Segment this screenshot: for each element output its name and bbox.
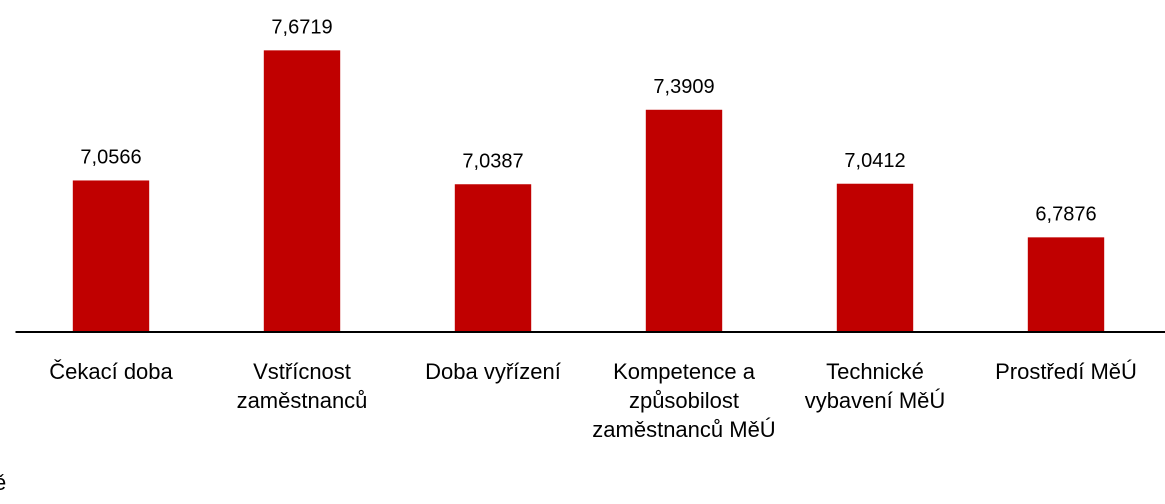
- value-label: 7,0412: [844, 150, 905, 172]
- x-tick-label: Prostředí MěÚ: [995, 359, 1137, 384]
- bar: [645, 109, 723, 333]
- bar: [1027, 237, 1105, 332]
- value-label: 7,3909: [653, 76, 714, 98]
- bar: [72, 180, 150, 332]
- bar: [454, 184, 532, 332]
- x-tick-label: Čekací doba: [49, 359, 173, 384]
- x-tick-label: Technické vybavení MěÚ: [804, 359, 946, 413]
- value-label: 7,0387: [462, 151, 523, 173]
- x-tick-label: Kompetence a způsobilost zaměstnanců MěÚ: [592, 359, 776, 442]
- bar: [836, 183, 914, 332]
- x-tick-label: Vstřícnost zaměstnanců: [236, 359, 368, 413]
- value-label: 6,7876: [1035, 204, 1096, 226]
- x-tick-label: Doba vyřízení: [425, 359, 561, 384]
- bar: [263, 50, 341, 333]
- value-label: 7,0566: [80, 147, 141, 169]
- value-label: 7,6719: [271, 17, 332, 39]
- annotation: ě: [0, 470, 7, 495]
